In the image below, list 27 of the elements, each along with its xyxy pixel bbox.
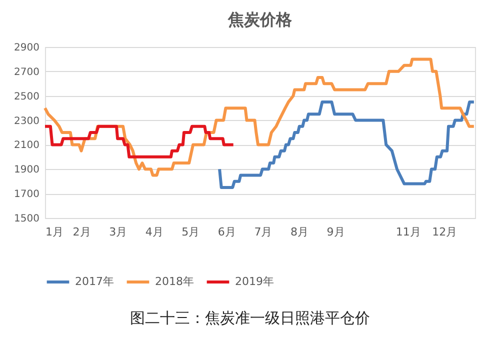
x-tick-label: 4月 [145, 226, 164, 238]
x-tick-label: 12月 [432, 226, 458, 238]
x-tick-label: 9月 [326, 226, 345, 238]
x-tick-label: 11月 [396, 226, 421, 238]
y-tick-label: 1900 [14, 164, 40, 176]
y-tick-label: 1500 [14, 214, 40, 224]
text: 图二十三：焦炭准一级日照港平仓价 [130, 309, 370, 327]
x-tick-label: 2月 [72, 226, 91, 238]
x-tick-label: 7月 [254, 226, 272, 238]
y-tick-label: 2500 [14, 91, 40, 102]
y-tick-label: 1700 [14, 189, 40, 200]
line-series [218, 100, 476, 189]
line-series [44, 124, 235, 158]
legend-label: 2018年 [155, 275, 194, 288]
legend-label: 2017年 [75, 275, 114, 288]
chart-title: 焦炭价格 [227, 10, 293, 29]
x-tick-label: 6月 [218, 226, 236, 238]
x-tick-label: 3月 [109, 226, 128, 238]
line-series [44, 58, 476, 177]
legend-label: 2019年 [235, 275, 274, 288]
y-tick-label: 2300 [14, 116, 40, 127]
y-tick-label: 2900 [14, 42, 40, 54]
x-tick-label: 1月 [46, 226, 64, 238]
x-tick-label: 8月 [290, 226, 309, 238]
x-tick-label: 5月 [182, 226, 200, 238]
y-tick-label: 2700 [14, 66, 40, 78]
y-tick-label: 2100 [14, 140, 40, 152]
